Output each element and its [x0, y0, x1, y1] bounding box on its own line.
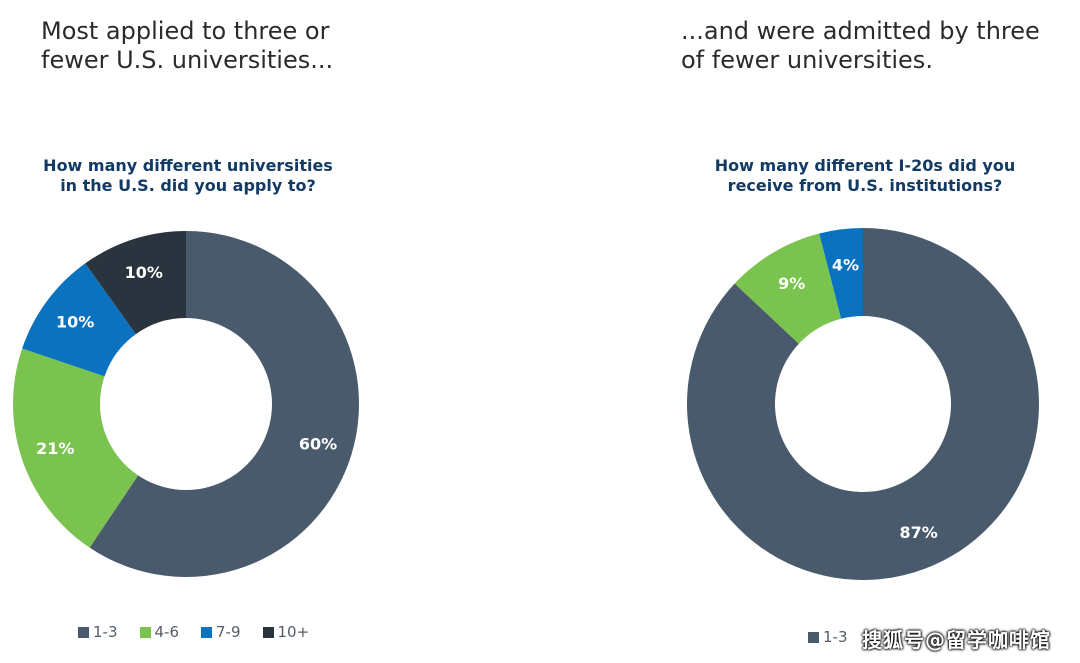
left-slice-1-3 [89, 231, 360, 577]
left-question-line1: How many different universities [43, 156, 333, 175]
right-chart-question: How many different I-20s did you receive … [695, 156, 1035, 196]
left-legend-swatch-1-3 [78, 626, 89, 638]
right-legend-label-1-3: 1-3 [823, 628, 848, 646]
right-headline-line2: of fewer universities. [681, 46, 933, 74]
left-legend-label-1-3: 1-3 [93, 623, 118, 641]
left-chart-question: How many different universities in the U.… [28, 156, 348, 196]
right-slice-7-9 [819, 228, 863, 319]
left-legend-item-1-3: 1-3 [78, 623, 118, 641]
left-headline: Most applied to three or fewer U.S. unive… [41, 17, 421, 75]
left-legend-label-4-6: 4-6 [154, 623, 180, 641]
right-slice-label-1-3: 87% [899, 523, 937, 542]
right-slice-1-3 [687, 228, 1039, 580]
left-slice-4-6 [13, 348, 139, 548]
left-legend-label-7-9: 7-9 [216, 623, 241, 641]
right-headline: ...and were admitted by three of fewer un… [681, 17, 1076, 75]
left-slice-10+ [85, 231, 186, 335]
left-legend-swatch-7-9 [201, 626, 212, 638]
left-legend-swatch-4-6 [139, 626, 151, 638]
left-legend-label-10+: 10+ [277, 623, 310, 641]
right-question-line1: How many different I-20s did you [714, 156, 1016, 175]
right-legend-item-1-3: 1-3 [808, 628, 848, 646]
watermark: 搜狐号@留学咖啡馆 [862, 628, 1051, 652]
left-slice-label-10+: 10% [125, 263, 163, 282]
left-headline-line2: fewer U.S. universities... [41, 46, 334, 74]
right-slice-label-4-6: 9% [778, 274, 805, 293]
right-slice-label-7-9: 4% [832, 256, 859, 275]
right-donut-chart: 87% 9% 4% [687, 228, 1039, 580]
left-question-line2: in the U.S. did you apply to? [60, 176, 316, 195]
right-chart-legend: 1-3 [808, 628, 870, 646]
left-slice-label-7-9: 10% [56, 312, 94, 331]
left-legend-item-7-9: 7-9 [201, 623, 241, 641]
right-question-line2: receive from U.S. institutions? [727, 176, 1003, 195]
right-slice-4-6 [734, 233, 842, 344]
left-slice-7-9 [22, 263, 136, 377]
right-headline-line1: ...and were admitted by three [681, 17, 1040, 45]
right-legend-swatch-1-3 [808, 631, 819, 643]
left-headline-line1: Most applied to three or [41, 17, 330, 45]
left-legend-item-10+: 10+ [262, 623, 310, 641]
left-slice-label-1-3: 60% [299, 435, 337, 454]
left-slice-label-4-6: 21% [36, 439, 74, 458]
left-chart-legend: 1-3 4-6 7-9 10+ [78, 623, 331, 641]
left-legend-swatch-10+ [262, 626, 274, 638]
left-legend-item-4-6: 4-6 [139, 623, 180, 641]
left-donut-chart: 60% 21% 10% 10% [13, 231, 360, 577]
